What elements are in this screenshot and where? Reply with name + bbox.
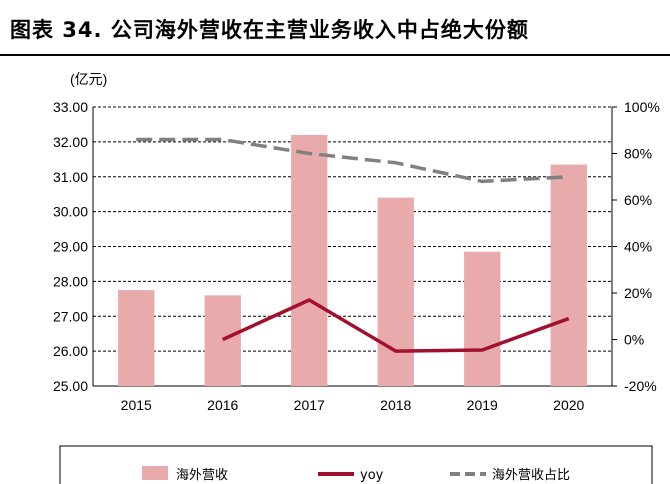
y-left-tick-label: 32.00 — [53, 134, 88, 150]
x-tick-label: 2017 — [294, 397, 325, 413]
y-right-tick-label: 60% — [624, 192, 652, 208]
x-tick-label: 2016 — [207, 397, 238, 413]
grid — [93, 106, 612, 387]
legend-label: 海外营收 — [176, 468, 228, 483]
y-right-tick-label: 20% — [624, 285, 652, 301]
y-right-tick-label: 80% — [624, 146, 652, 162]
bar-2019 — [464, 251, 501, 386]
y-left-ticks: 25.00 26.00 27.00 28.00 29.00 30.00 31.00 32.00… — [53, 99, 88, 394]
y-left-tick-label: 29.00 — [53, 239, 88, 255]
legend-label: yoy — [360, 468, 384, 483]
y-left-tick-label: 26.00 — [53, 343, 88, 359]
y-right-tick-label: 100% — [624, 99, 660, 115]
x-tick-label: 2019 — [467, 397, 498, 413]
legend: 海外营收 yoy 海外营收占比 — [59, 445, 653, 484]
y-left-tick-label: 27.00 — [53, 308, 88, 324]
bar-2016 — [204, 295, 241, 386]
bar-series — [118, 134, 587, 386]
figure-title: 图表 34. 公司海外营收在主营业务收入中占绝大份额 — [10, 18, 529, 42]
legend-label: 海外营收占比 — [492, 468, 570, 483]
y-left-tick-label: 31.00 — [53, 169, 88, 185]
bar-2017 — [291, 134, 328, 386]
y-right-tick-label: 40% — [624, 239, 652, 255]
bar-2020 — [550, 164, 587, 386]
y-right-tick-label: 0% — [624, 332, 644, 348]
x-tick-label: 2015 — [121, 397, 152, 413]
y-left-tick-label: 28.00 — [53, 273, 88, 289]
line-share — [136, 137, 569, 184]
x-tick-label: 2020 — [553, 397, 584, 413]
legend-swatch-bar — [142, 466, 168, 480]
x-tick-label: 2018 — [380, 397, 411, 413]
title-rule — [0, 54, 670, 56]
y-right-ticks: -20% 0% 20% 40% 60% 80% 100% — [612, 99, 660, 394]
y-left-tick-label: 25.00 — [53, 378, 88, 394]
y-left-tick-label: 30.00 — [53, 204, 88, 220]
line-series — [136, 137, 570, 353]
y-left-unit-label: (亿元) — [70, 71, 107, 87]
legend-box — [59, 445, 653, 484]
x-ticks: 2015 2016 2017 2018 2019 2020 — [121, 397, 585, 413]
bar-2018 — [377, 197, 414, 386]
bar-2015 — [118, 290, 155, 386]
y-left-tick-label: 33.00 — [53, 99, 88, 115]
y-right-tick-label: -20% — [624, 378, 657, 394]
